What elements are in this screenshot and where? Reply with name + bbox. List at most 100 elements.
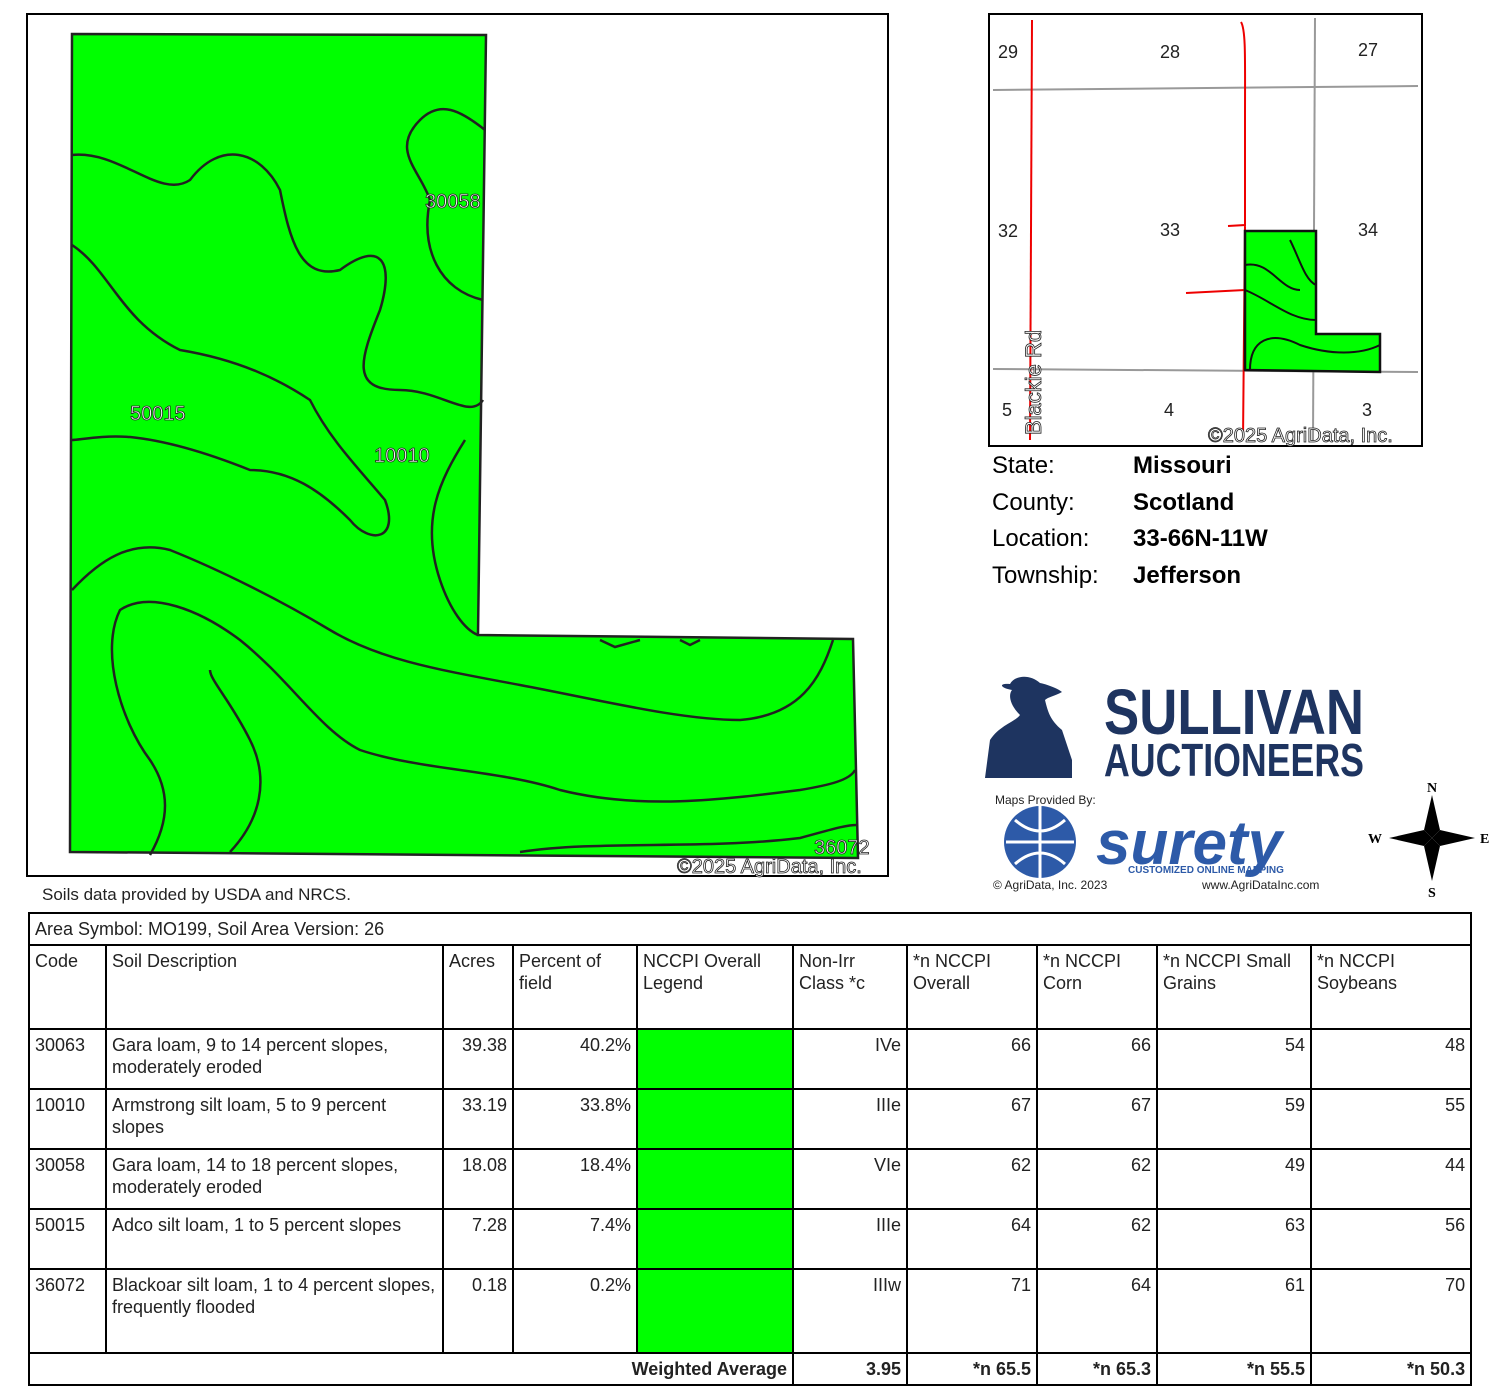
cell: 18.4%	[512, 1148, 638, 1210]
cell: 66	[906, 1028, 1038, 1090]
sullivan-logo: SULLIVAN AUCTIONEERS	[985, 676, 1364, 786]
info-row: Location: 33-66N-11W	[992, 525, 1268, 562]
header-cell: *n NCCPI Overall	[906, 944, 1038, 1030]
compass-label: S	[1428, 886, 1436, 901]
cell: 40.2%	[512, 1028, 638, 1090]
cell: 30063	[28, 1028, 107, 1090]
compass: N S E W	[1368, 781, 1489, 901]
cell: 54	[1156, 1028, 1312, 1090]
cell: 36072	[28, 1268, 107, 1354]
cell: 49	[1156, 1148, 1312, 1210]
section-number: 3	[1362, 400, 1372, 420]
data-row: 30058 Gara loam, 14 to 18 percent slopes,…	[28, 1148, 1473, 1210]
footer-cell: 3.95	[792, 1352, 908, 1386]
section-number: 33	[1160, 220, 1180, 240]
maps: 30058 50015 10010 36072 ©2025 AgriData, …	[26, 13, 1489, 904]
section-number: 4	[1164, 400, 1174, 420]
header-cell: *n NCCPI Small Grains	[1156, 944, 1312, 1030]
mini-boundaries	[1244, 239, 1381, 371]
info-label: Township:	[992, 561, 1099, 589]
logo-url: www.AgriDataInc.com	[1201, 878, 1319, 892]
cell: 59	[1156, 1088, 1312, 1150]
section-number: 32	[998, 221, 1018, 241]
footer-cell: *n 50.3	[1309, 1352, 1473, 1386]
header-cell: NCCPI Overall Legend	[636, 944, 794, 1030]
logo-copyright: © AgriData, Inc. 2023	[993, 878, 1108, 892]
compass-label: W	[1368, 832, 1382, 847]
cell: 64	[1036, 1268, 1158, 1354]
cell: 62	[1036, 1148, 1158, 1210]
cell: IVe	[792, 1028, 908, 1090]
info-row: County: Scotland	[992, 489, 1268, 526]
header-cell: Non-Irr Class *c	[792, 944, 908, 1030]
caption: Area Symbol: MO199, Soil Area Version: 2…	[27, 912, 1473, 946]
cell: 18.08	[442, 1148, 514, 1210]
header-cell: Code	[28, 944, 107, 1030]
cell: 64	[906, 1208, 1038, 1270]
cell: 55	[1309, 1088, 1473, 1150]
cell: 0.2%	[512, 1268, 638, 1354]
cell: 10010	[28, 1088, 107, 1150]
cell: 33.19	[442, 1088, 514, 1150]
cell: 67	[1036, 1088, 1158, 1150]
soil-label: 36072	[814, 837, 870, 859]
legend-swatch	[636, 1148, 794, 1210]
soil-table: Area Symbol: MO199, Soil Area Version: 2…	[27, 912, 1473, 1386]
cell: 67	[906, 1088, 1038, 1150]
header-row: Code Soil Description Acres Percent of fiel…	[28, 944, 1473, 1030]
surety-logo: Maps Provided By: surety CUSTOMIZED ONLI…	[993, 793, 1319, 892]
info-row: State: Missouri	[992, 452, 1268, 489]
logo-subtitle: AUCTIONEERS	[1104, 734, 1364, 786]
data-row: 36072 Blackoar silt loam, 1 to 4 percent …	[28, 1268, 1473, 1354]
caption-row: Area Symbol: MO199, Soil Area Version: 2…	[27, 912, 1473, 946]
footer-cell: Weighted Average	[28, 1352, 794, 1386]
data-row: 10010 Armstrong silt loam, 5 to 9 percent…	[28, 1088, 1473, 1150]
cell: 66	[1036, 1028, 1158, 1090]
copyright: ©2025 AgriData, Inc.	[1208, 425, 1393, 447]
cell: 56	[1309, 1208, 1473, 1270]
cell: 50015	[28, 1208, 107, 1270]
footer-row: Weighted Average 3.95 *n 65.5 *n 65.3 *n 55.…	[28, 1352, 1473, 1386]
data-row: 30063 Gara loam, 9 to 14 percent slopes, …	[28, 1028, 1473, 1090]
copyright: ©2025 AgriData, Inc.	[677, 856, 862, 878]
soil-boundaries	[71, 107, 858, 856]
info-panel: State: Missouri County: Scotland Location: 33…	[992, 452, 1268, 598]
legend-swatch	[636, 1268, 794, 1354]
legend-swatch	[636, 1088, 794, 1150]
cell: 62	[1036, 1208, 1158, 1270]
info-label: County:	[992, 488, 1075, 516]
cell: 7.28	[442, 1208, 514, 1270]
info-value: Missouri	[1133, 452, 1232, 479]
info-value: Jefferson	[1133, 561, 1242, 589]
field	[68, 32, 860, 860]
info-row: Township: Jefferson	[992, 562, 1268, 599]
section-number: 28	[1160, 42, 1180, 62]
legend-swatch	[636, 1028, 794, 1090]
footer-cell: *n 65.5	[906, 1352, 1038, 1386]
compass-label: E	[1480, 832, 1489, 847]
header-cell: *n NCCPI Corn	[1036, 944, 1158, 1030]
section-number: 34	[1358, 220, 1378, 240]
cell: Blackoar silt loam, 1 to 4 percent slope…	[105, 1268, 444, 1354]
cell: 30058	[28, 1148, 107, 1210]
info-label: Location:	[992, 525, 1090, 552]
cell: 39.38	[442, 1028, 514, 1090]
source-note: Soils data provided by USDA and NRCS.	[42, 885, 351, 904]
info-value: 33-66N-11W	[1133, 525, 1268, 552]
cell: 33.8%	[512, 1088, 638, 1150]
section-number: 29	[998, 42, 1018, 62]
section-number: 5	[1002, 400, 1012, 420]
soil-label: 30058	[425, 191, 481, 213]
brand: surety	[1096, 809, 1286, 878]
header-cell: Percent of field	[512, 944, 638, 1030]
cell: 0.18	[442, 1268, 514, 1354]
section-numbers: 29 28 27 32 33 34 5 4 3	[998, 40, 1378, 420]
cell: Adco silt loam, 1 to 5 percent slopes	[105, 1208, 444, 1270]
cell: 48	[1309, 1028, 1473, 1090]
cell: 44	[1309, 1148, 1473, 1210]
cell: VIe	[792, 1148, 908, 1210]
cell: Gara loam, 14 to 18 percent slopes, mode…	[105, 1148, 444, 1210]
tagline: CUSTOMIZED ONLINE MAPPING	[1128, 865, 1284, 876]
header-cell: Soil Description	[105, 944, 444, 1030]
cell: 71	[906, 1268, 1038, 1354]
